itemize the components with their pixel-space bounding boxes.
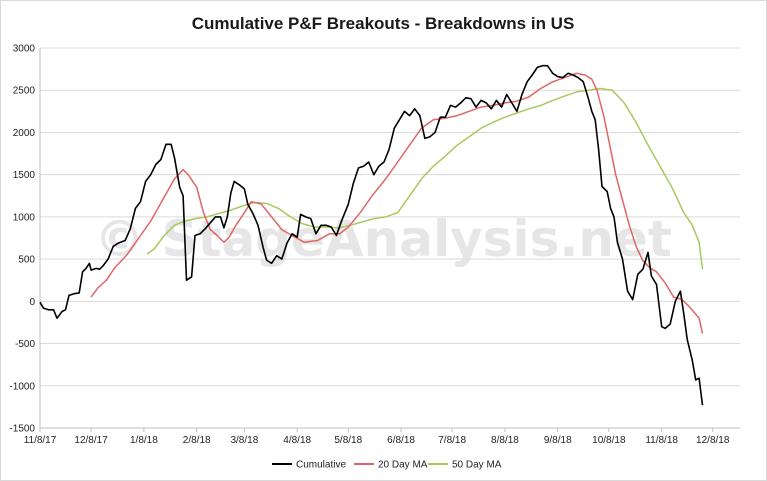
legend-label: Cumulative (296, 460, 346, 471)
series-line-cumulative (39, 64, 704, 406)
series-line-50-day-ma (146, 87, 704, 270)
y-tick-label: 500 (18, 255, 35, 266)
legend-label: 50 Day MA (452, 460, 502, 471)
y-tick-label: -500 (15, 339, 35, 350)
x-tick-label: 7/8/18 (438, 435, 466, 446)
series-line-20-day-ma (90, 72, 704, 334)
y-axis: 3000 2500 2000 1500 1000 500 0 -500 -1000 -1500 (9, 44, 41, 435)
x-axis: 11/8/17 12/8/17 1/8/18 2/8/18 3/8/18 4/8/18 5/… (24, 427, 740, 446)
y-tick-label: 0 (29, 297, 35, 308)
series-layer (39, 64, 704, 406)
x-tick-label: 8/8/18 (491, 435, 519, 446)
y-tick-label: -1500 (9, 424, 35, 435)
y-tick-label: 2500 (13, 86, 36, 97)
x-tick-label: 4/8/18 (283, 435, 311, 446)
y-tick-label: 2000 (13, 128, 36, 139)
x-tick-label: 1/8/18 (130, 435, 158, 446)
x-tick-label: 12/8/17 (74, 435, 108, 446)
chart-title: Cumulative P&F Breakouts - Breakdowns in… (192, 14, 575, 33)
x-tick-label: 5/8/18 (334, 435, 362, 446)
x-tick-label: 11/8/17 (24, 435, 57, 446)
legend: Cumulative 20 Day MA 50 Day MA (272, 460, 502, 471)
x-tick-label: 9/8/18 (544, 435, 572, 446)
x-tick-label: 6/8/18 (387, 435, 415, 446)
y-tick-label: 1000 (13, 212, 36, 223)
x-tick-label: 12/8/18 (696, 435, 730, 446)
x-tick-label: 3/8/18 (230, 435, 258, 446)
x-tick-label: 2/8/18 (183, 435, 211, 446)
legend-label: 20 Day MA (378, 460, 428, 471)
y-tick-label: 1500 (13, 170, 36, 181)
x-tick-label: 10/8/18 (592, 435, 626, 446)
y-tick-label: -1000 (9, 381, 35, 392)
x-tick-label: 11/8/18 (645, 435, 678, 446)
y-tick-label: 3000 (13, 44, 36, 55)
